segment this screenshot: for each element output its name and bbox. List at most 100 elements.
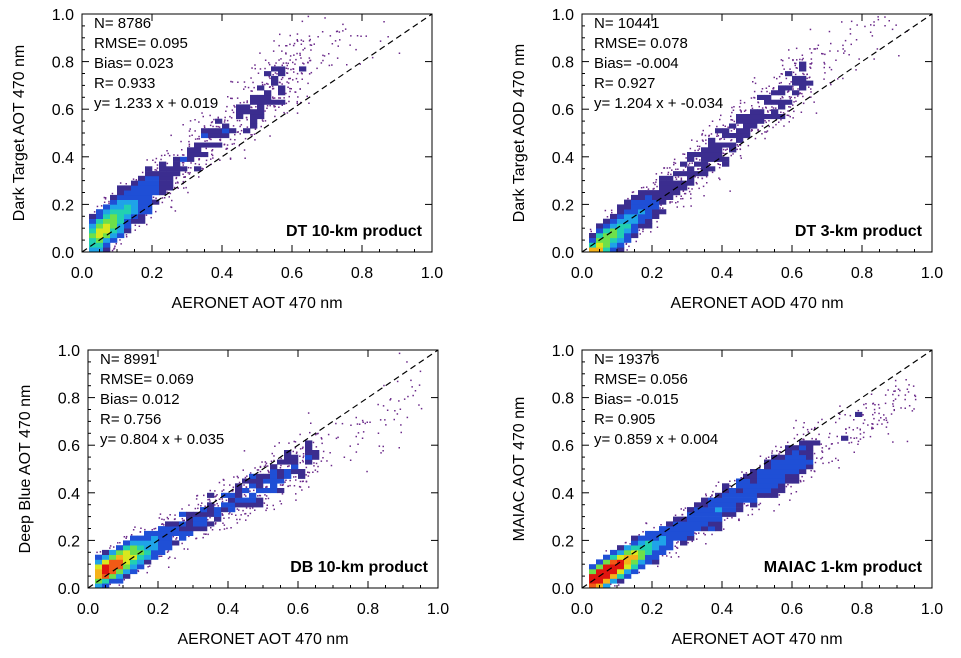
data-point (778, 82, 781, 84)
data-point (697, 149, 699, 152)
data-point (758, 503, 760, 506)
density-cell (284, 459, 292, 465)
x-tick-label: 0.8 (357, 601, 379, 618)
data-point (202, 168, 204, 170)
data-point (282, 62, 285, 64)
density-cell (596, 228, 604, 234)
density-cell (708, 137, 716, 143)
data-point (696, 183, 698, 185)
density-cell (89, 233, 97, 239)
data-point (211, 150, 213, 152)
density-cell (631, 223, 639, 229)
data-point (273, 508, 275, 511)
density-cell (673, 190, 681, 196)
data-point (180, 140, 182, 143)
density-cell (617, 242, 625, 248)
data-point (831, 460, 833, 462)
y-tick-label: 0.0 (552, 245, 574, 262)
data-point (111, 192, 114, 195)
data-point (906, 440, 909, 443)
data-point (908, 384, 910, 386)
density-cell (172, 530, 180, 536)
density-cell (666, 194, 674, 200)
data-point (789, 106, 792, 108)
data-point (836, 435, 838, 438)
density-cell (235, 497, 243, 503)
density-cell (603, 559, 611, 565)
density-cell (687, 166, 695, 172)
data-point (289, 479, 291, 482)
data-point (698, 145, 701, 148)
data-point (766, 130, 769, 132)
data-point (263, 465, 266, 468)
data-point (269, 135, 271, 137)
data-point (772, 87, 774, 90)
density-cell (687, 535, 695, 541)
density-cell (596, 578, 604, 584)
data-point (642, 230, 644, 233)
data-point (765, 121, 767, 124)
data-point (204, 505, 206, 507)
data-point (229, 484, 231, 486)
data-point (273, 459, 275, 462)
density-cell (194, 152, 202, 158)
data-point (802, 95, 804, 98)
data-point (281, 50, 283, 52)
data-point (771, 106, 773, 108)
density-cell (743, 128, 751, 134)
data-point (790, 492, 792, 495)
data-point (906, 388, 909, 390)
data-point (118, 584, 121, 586)
data-point (657, 565, 659, 568)
density-cell (771, 459, 779, 465)
data-point (230, 527, 232, 529)
density-cell (110, 228, 118, 234)
data-point (628, 245, 630, 248)
data-point (182, 124, 184, 126)
density-cell (785, 473, 793, 479)
density-cell (215, 118, 223, 124)
y-tick-label: 0.8 (552, 55, 574, 72)
data-point (743, 101, 746, 104)
density-cell (645, 190, 653, 196)
data-point (254, 509, 256, 511)
data-point (631, 191, 634, 194)
x-tick-label: 0.2 (147, 601, 169, 618)
data-point (245, 495, 247, 497)
density-cell (131, 190, 139, 196)
density-cell (687, 180, 695, 186)
data-point (232, 125, 235, 127)
density-cell (750, 123, 758, 129)
density-cell (221, 507, 229, 513)
density-cell (130, 549, 138, 555)
data-point (717, 163, 719, 165)
data-point (781, 96, 783, 98)
data-point (297, 96, 299, 98)
data-point (188, 145, 191, 147)
density-cell (631, 218, 639, 224)
data-point (398, 352, 401, 355)
data-point (161, 523, 164, 525)
data-point (719, 118, 721, 121)
data-point (683, 192, 686, 195)
density-cell (687, 530, 695, 536)
data-point (764, 137, 766, 140)
data-point (236, 97, 239, 99)
data-point (279, 97, 282, 99)
data-point (682, 205, 685, 208)
data-point (881, 423, 883, 425)
density-cell (172, 521, 180, 527)
data-point (249, 512, 252, 515)
data-point (800, 480, 802, 483)
data-point (673, 163, 675, 166)
density-cell (117, 218, 125, 224)
density-cell (603, 573, 611, 579)
density-cell (109, 578, 117, 584)
data-point (775, 107, 777, 109)
data-point (787, 90, 790, 92)
data-point (251, 67, 253, 69)
data-point (245, 507, 248, 509)
data-point (675, 202, 677, 204)
data-point (355, 435, 357, 438)
data-point (753, 77, 756, 79)
